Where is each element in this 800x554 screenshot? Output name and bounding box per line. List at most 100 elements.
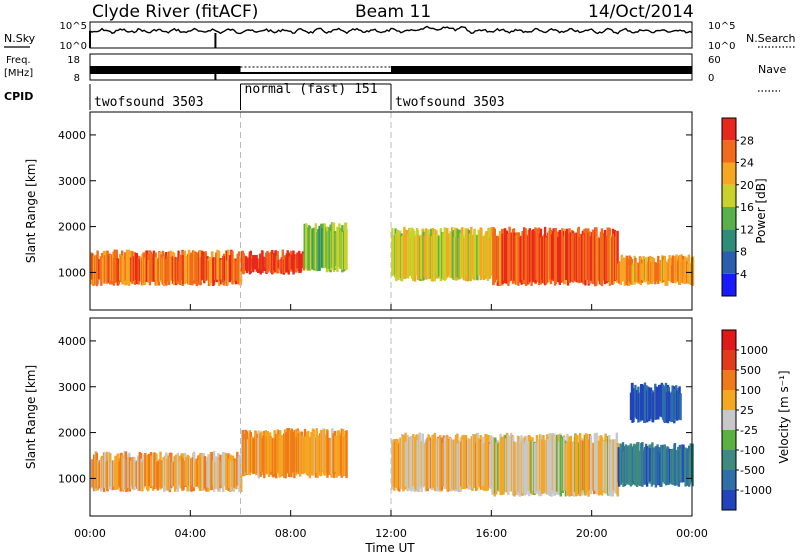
echo-cell xyxy=(136,455,140,491)
nsearch-label: N.Search xyxy=(746,32,796,45)
echo-cell xyxy=(138,258,141,281)
x-axis-ticks: 00:00 04:00 08:00 12:00 16:00 20:00 00:00 xyxy=(74,304,708,540)
echo-cell xyxy=(404,442,408,487)
freq-band-2 xyxy=(391,66,692,74)
echo-cell xyxy=(228,255,232,281)
x-tick-label: 20:00 xyxy=(576,527,608,540)
echo-cell xyxy=(338,223,341,268)
echo-cell xyxy=(553,433,556,496)
echo-cell xyxy=(643,382,647,423)
echo-cell xyxy=(145,455,149,490)
cpid-label: CPID xyxy=(4,90,33,103)
echo-cell xyxy=(651,447,655,485)
echo-cell xyxy=(263,260,266,271)
echo-cell xyxy=(216,249,219,280)
echo-cell xyxy=(345,229,348,270)
noise-trace xyxy=(89,25,693,48)
echo-cell xyxy=(648,387,651,422)
echo-cell xyxy=(579,233,582,283)
echo-cell xyxy=(442,232,445,281)
echo-cell xyxy=(313,227,316,271)
colorbar-tick-label: 500 xyxy=(740,364,761,377)
colorbar-swatch xyxy=(722,140,736,163)
echo-cell xyxy=(679,393,682,421)
echo-cell xyxy=(103,255,107,283)
echo-cell xyxy=(175,456,178,487)
echo-cell xyxy=(612,439,615,491)
echo-cell xyxy=(283,255,286,273)
echo-cell xyxy=(655,263,658,280)
echo-cell xyxy=(187,249,191,285)
echo-cell xyxy=(128,457,132,492)
echo-cell xyxy=(117,458,120,488)
echo-cell xyxy=(255,258,259,272)
noise-left-tick-bottom: 10^0 xyxy=(60,41,87,52)
echo-cell xyxy=(552,228,555,282)
power-colorbar-label: Power [dB] xyxy=(754,178,768,243)
freq-label: Freq. xyxy=(6,55,31,66)
echo-cell xyxy=(634,384,637,418)
echo-cell xyxy=(185,258,188,283)
colorbar-swatch xyxy=(722,450,736,470)
echo-cell xyxy=(279,430,282,478)
colorbar-tick-label: 20 xyxy=(740,179,754,192)
echo-cell xyxy=(574,434,578,497)
colorbar-swatch xyxy=(722,430,736,450)
echo-cell xyxy=(293,254,296,273)
echo-cell xyxy=(418,432,422,489)
velocity-y-ticks: 1000 2000 3000 4000 xyxy=(58,335,692,485)
echo-cell xyxy=(435,234,439,275)
echo-cell xyxy=(321,228,324,267)
echo-cell xyxy=(277,260,280,269)
echo-cell xyxy=(239,259,243,285)
echo-cell xyxy=(496,236,500,283)
echo-cell xyxy=(180,254,183,280)
echo-cell xyxy=(103,452,106,488)
echo-cell xyxy=(162,256,166,287)
echo-cell xyxy=(173,256,176,282)
echo-cell xyxy=(592,235,595,282)
colorbar-swatch xyxy=(722,410,736,430)
echo-cell xyxy=(114,455,117,490)
echo-cell xyxy=(691,443,694,487)
echo-cell xyxy=(252,438,255,475)
echo-cell xyxy=(543,442,546,493)
cpid-segment-2: twofsound 3503 xyxy=(395,95,505,110)
echo-cell xyxy=(336,226,339,272)
freq-right-tick-top: 60 xyxy=(708,55,721,66)
echo-cell xyxy=(170,452,173,489)
x-tick-label: 00:00 xyxy=(74,527,106,540)
echo-cell xyxy=(406,434,409,492)
echo-cell xyxy=(647,256,650,282)
echo-cell xyxy=(305,223,308,270)
echo-cell xyxy=(138,452,141,491)
echo-cell xyxy=(635,442,639,487)
echo-cell xyxy=(323,223,327,268)
colorbar-swatch xyxy=(722,490,736,510)
power-colorbar: 4 8 12 16 20 24 28 xyxy=(721,117,754,297)
echo-cell xyxy=(254,254,257,270)
echo-cell xyxy=(320,429,323,477)
colorbar-swatch xyxy=(722,184,736,207)
echo-cell xyxy=(559,231,563,283)
echo-cell xyxy=(561,436,564,493)
echo-cell xyxy=(96,250,99,285)
echo-cell xyxy=(391,439,394,490)
echo-cell xyxy=(182,254,185,285)
echo-cell xyxy=(152,250,156,282)
echo-cell xyxy=(569,232,572,282)
echo-cell xyxy=(563,436,566,490)
echo-cell xyxy=(92,255,96,284)
echo-cell xyxy=(437,438,440,492)
echo-cell xyxy=(564,443,568,491)
colorbar-tick-label: 8 xyxy=(740,246,747,259)
power-y-ticks: 1000 2000 3000 4000 xyxy=(58,129,692,279)
x-axis-label: Time UT xyxy=(364,541,415,554)
echo-cell xyxy=(476,235,479,281)
freq-trace xyxy=(90,66,692,80)
echo-cell xyxy=(423,235,426,278)
echo-cell xyxy=(207,454,210,489)
echo-cell xyxy=(400,236,404,282)
echo-cell xyxy=(680,254,683,284)
y-tick-label: 2000 xyxy=(58,427,86,440)
